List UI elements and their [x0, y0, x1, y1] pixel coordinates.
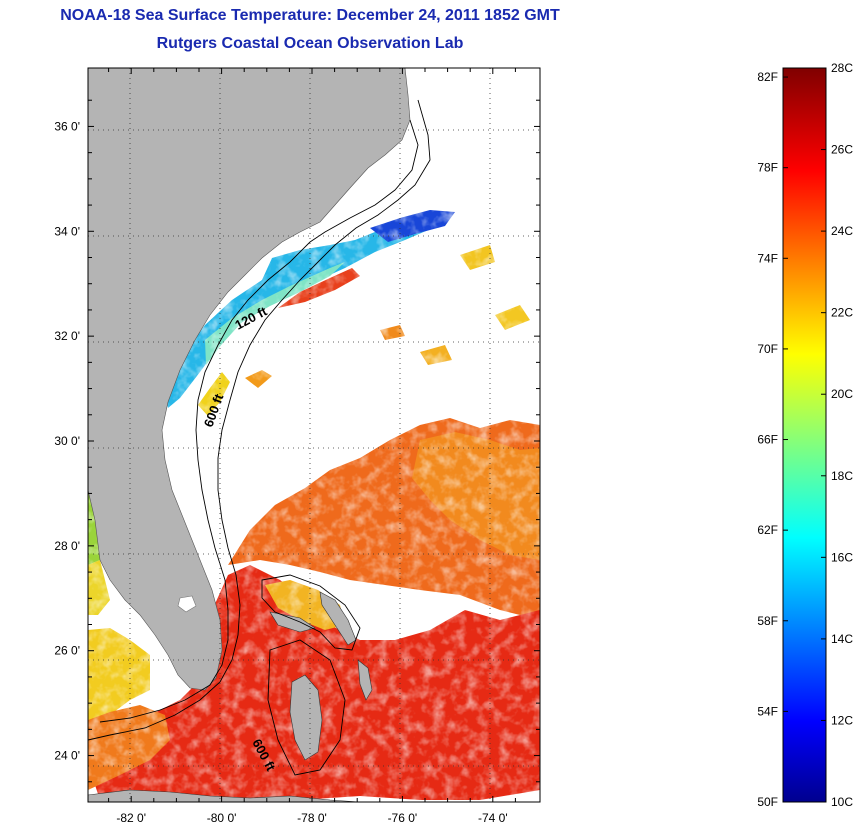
colorbar-fahrenheit-label: 62F	[757, 523, 778, 537]
colorbar-gradient	[782, 67, 827, 803]
y-tick-label: 28 0'	[54, 539, 80, 553]
colorbar-fahrenheit-label: 70F	[757, 342, 778, 356]
colorbar-fahrenheit-label: 74F	[757, 251, 778, 265]
map-frame	[87, 67, 541, 803]
land-us-southeast	[88, 68, 411, 691]
colorbar-celsius-label: 18C	[831, 469, 853, 483]
land-abaco	[319, 591, 357, 646]
colorbar-celsius-label: 26C	[831, 143, 853, 157]
colorbar-celsius-label: 14C	[831, 632, 853, 646]
contour-bahamas-bank-2	[267, 639, 346, 776]
land-eleuthera	[357, 659, 373, 701]
bathymetry-contours	[88, 99, 431, 776]
x-tick-label: -78 0'	[297, 811, 327, 825]
colorbar-celsius-label: 28C	[831, 61, 853, 75]
x-tick-label: -82 0'	[116, 811, 146, 825]
land-lake-okeechobee	[177, 595, 197, 613]
colorbar-celsius-label: 10C	[831, 795, 853, 809]
y-tick-label: 36 0'	[54, 119, 80, 133]
colorbar-fahrenheit-label: 54F	[757, 704, 778, 718]
colorbar-fahrenheit-label: 82F	[757, 70, 778, 84]
x-tick-label: -74 0'	[478, 811, 508, 825]
graticule	[88, 68, 540, 802]
y-tick-label: 34 0'	[54, 224, 80, 238]
y-tick-label: 32 0'	[54, 329, 80, 343]
x-tick-label: -80 0'	[207, 811, 237, 825]
colorbar-celsius-label: 16C	[831, 550, 853, 564]
map-title: NOAA-18 Sea Surface Temperature: Decembe…	[60, 7, 560, 24]
land-cuba	[88, 789, 361, 802]
map-subtitle: Rutgers Coastal Ocean Observation Lab	[156, 35, 464, 52]
colorbar-celsius-label: 20C	[831, 387, 853, 401]
contour-120ft	[99, 119, 419, 723]
colorbar-ticks: 28C 26C 24C 22C 20C 18C 16C 14C 12C 10C 82F 78F 74F 7…	[757, 61, 853, 809]
colorbar-celsius-label: 12C	[831, 713, 853, 727]
colorbar-fahrenheit-label: 78F	[757, 161, 778, 175]
x-tick-label: -76 0'	[388, 811, 418, 825]
colorbar-celsius-label: 24C	[831, 224, 853, 238]
y-tick-label: 30 0'	[54, 434, 80, 448]
land-andros	[289, 674, 323, 761]
land-grand-bahama	[269, 611, 316, 633]
colorbar-fahrenheit-label: 58F	[757, 614, 778, 628]
colorbar-celsius-label: 22C	[831, 306, 853, 320]
contour-bahamas-bank	[261, 574, 361, 651]
axis-ticks: -82 0' -80 0' -78 0' -76 0' -74 0' 36 0' 34 0'…	[54, 68, 540, 825]
colorbar-fahrenheit-label: 66F	[757, 433, 778, 447]
colorbar-fahrenheit-label: 50F	[757, 795, 778, 809]
y-tick-label: 24 0'	[54, 749, 80, 763]
contour-600ft	[88, 99, 431, 741]
land-layer	[88, 68, 411, 802]
y-tick-label: 26 0'	[54, 644, 80, 658]
